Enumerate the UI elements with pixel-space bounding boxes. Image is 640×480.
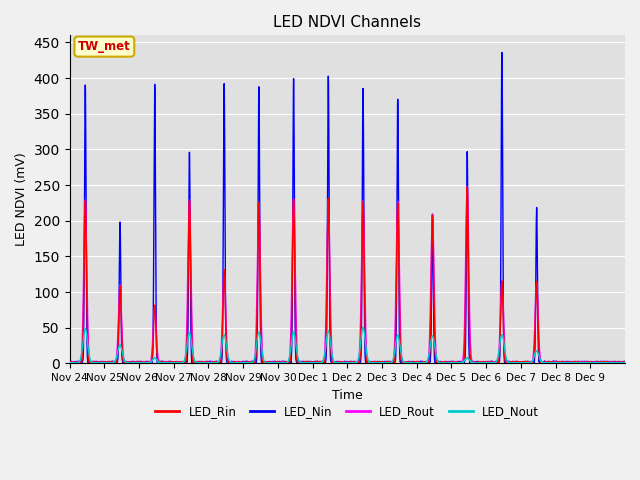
Text: TW_met: TW_met (78, 40, 131, 53)
Legend: LED_Rin, LED_Nin, LED_Rout, LED_Nout: LED_Rin, LED_Nin, LED_Rout, LED_Nout (150, 401, 544, 423)
X-axis label: Time: Time (332, 389, 363, 402)
Y-axis label: LED NDVI (mV): LED NDVI (mV) (15, 153, 28, 246)
Title: LED NDVI Channels: LED NDVI Channels (273, 15, 421, 30)
